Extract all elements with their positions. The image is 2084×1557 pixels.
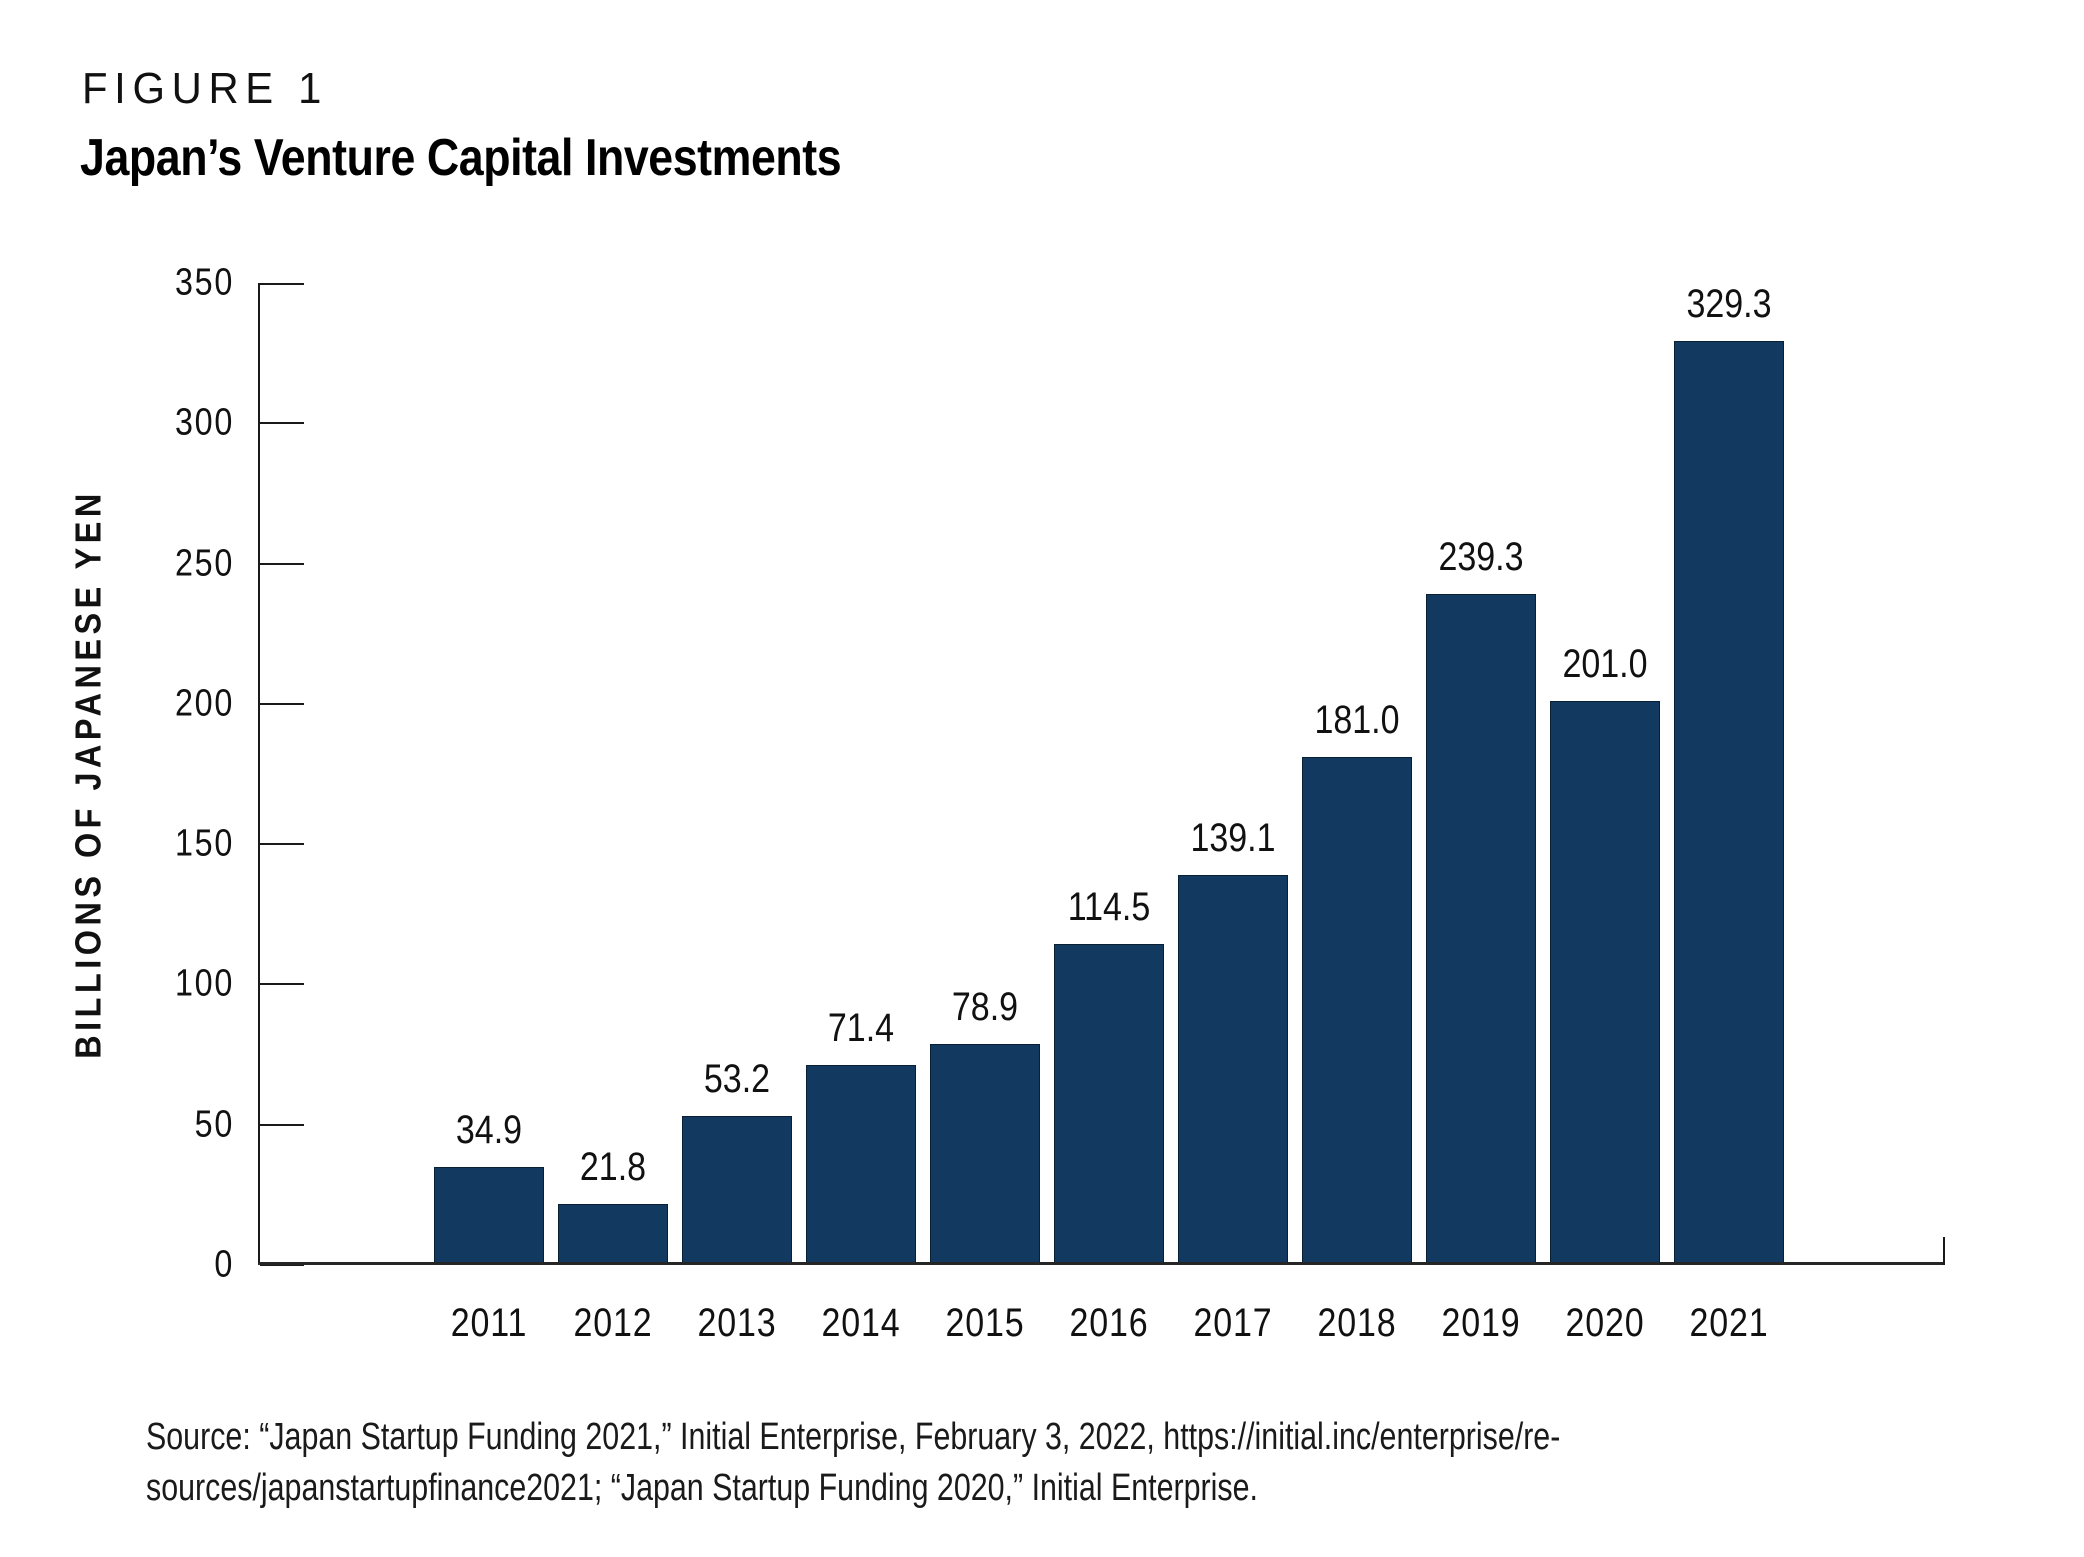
x-tick-label: 2018 xyxy=(1317,1301,1397,1345)
x-tick-label: 2011 xyxy=(450,1301,528,1345)
x-tick-label: 2021 xyxy=(1689,1301,1769,1345)
x-axis-line xyxy=(258,1262,1945,1265)
bar-value-label: 114.5 xyxy=(1067,884,1151,929)
source-line-2: sources/japanstartupfinance2021; “Japan … xyxy=(146,1467,1258,1509)
bar-2014 xyxy=(806,1064,916,1265)
y-tick-line xyxy=(260,1264,304,1266)
x-axis-end-tick xyxy=(1943,1237,1945,1265)
y-tick-line xyxy=(260,1123,304,1126)
y-axis-line xyxy=(258,283,260,1265)
x-tick-label: 2017 xyxy=(1193,1301,1273,1345)
y-tick-label: 0 xyxy=(214,1243,234,1286)
source-note: Source: “Japan Startup Funding 2021,” In… xyxy=(146,1412,1560,1514)
y-tick-label: 150 xyxy=(175,822,234,865)
x-tick-label: 2014 xyxy=(821,1301,901,1345)
plot-area: 0 50 100 150 200 250 300 350 34.9 2011 21.8 2012 53.… xyxy=(175,262,1945,1345)
x-tick-label: 2015 xyxy=(945,1301,1025,1345)
y-tick-line xyxy=(260,983,304,986)
y-tick-label: 100 xyxy=(175,962,234,1005)
bar-2021 xyxy=(1674,341,1784,1265)
bar-2018 xyxy=(1302,757,1412,1265)
bar-value-label: 71.4 xyxy=(827,1005,895,1050)
y-axis-title-text: BILLIONS OF JAPANESE YEN xyxy=(67,489,109,1059)
bar-value-label: 53.2 xyxy=(703,1056,771,1101)
figure-title: Japan’s Venture Capital Investments xyxy=(80,129,842,187)
y-tick-line xyxy=(260,843,304,846)
y-tick-label: 350 xyxy=(175,261,234,304)
bar-value-label: 181.0 xyxy=(1314,698,1400,743)
bar-value-label: 21.8 xyxy=(579,1144,647,1189)
y-tick-label: 50 xyxy=(194,1103,234,1146)
y-tick-line xyxy=(260,283,304,285)
bar-value-label: 239.3 xyxy=(1438,534,1524,579)
bar-2012 xyxy=(558,1203,668,1265)
bar-value-label: 201.0 xyxy=(1562,642,1648,687)
bar-2019 xyxy=(1426,593,1536,1265)
bar-value-label: 329.3 xyxy=(1686,282,1772,327)
bar-2013 xyxy=(682,1115,792,1265)
x-tick-label: 2013 xyxy=(697,1301,777,1345)
x-tick-label: 2012 xyxy=(573,1301,653,1345)
y-tick-label: 200 xyxy=(175,682,234,725)
y-tick-line xyxy=(260,422,304,425)
bar-2015 xyxy=(930,1043,1040,1265)
x-tick-label: 2020 xyxy=(1565,1301,1645,1345)
bar-value-label: 139.1 xyxy=(1190,815,1276,860)
bar-2016 xyxy=(1054,943,1164,1265)
y-tick-label: 250 xyxy=(175,542,234,585)
x-tick-label: 2016 xyxy=(1069,1301,1149,1345)
bar-value-label: 34.9 xyxy=(455,1108,523,1153)
x-tick-label: 2019 xyxy=(1441,1301,1521,1345)
y-tick-line xyxy=(260,702,304,705)
bar-2017 xyxy=(1178,874,1288,1265)
y-axis-title: BILLIONS OF JAPANESE YEN xyxy=(28,283,148,1265)
bar-value-label: 78.9 xyxy=(951,984,1019,1029)
figure-label: FIGURE 1 xyxy=(82,64,328,113)
source-line-1: Source: “Japan Startup Funding 2021,” In… xyxy=(146,1416,1561,1458)
y-tick-label: 300 xyxy=(175,401,234,444)
y-tick-line xyxy=(260,562,304,565)
bar-2020 xyxy=(1550,701,1660,1265)
bar-2011 xyxy=(434,1167,544,1265)
